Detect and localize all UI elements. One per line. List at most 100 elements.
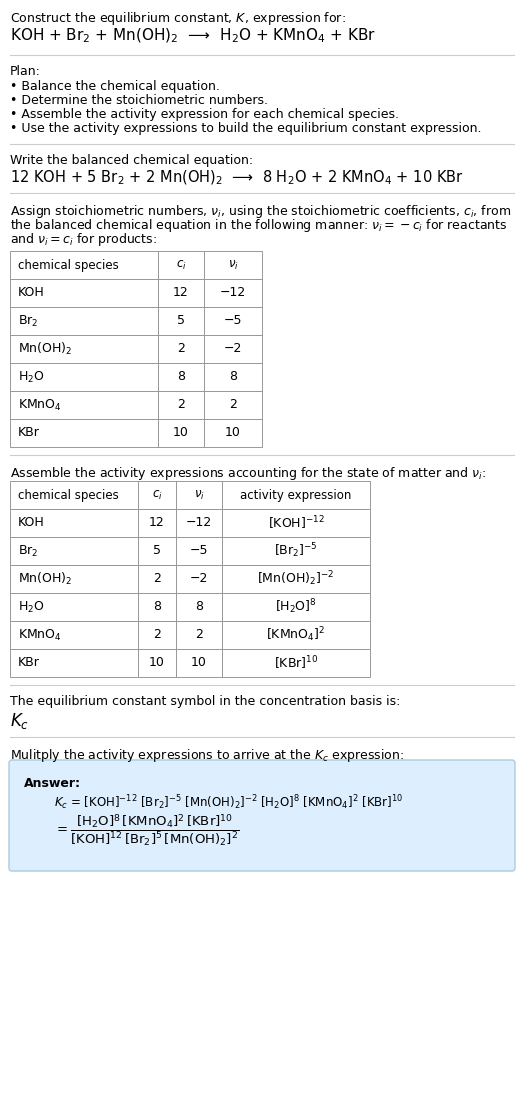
- Text: • Determine the stoichiometric numbers.: • Determine the stoichiometric numbers.: [10, 94, 268, 107]
- Bar: [10, 251, 158, 279]
- Text: activity expression: activity expression: [241, 489, 352, 502]
- Bar: [10, 335, 158, 363]
- Text: 8: 8: [177, 371, 185, 384]
- Text: 2: 2: [195, 629, 203, 642]
- Text: KMnO$_4$: KMnO$_4$: [18, 628, 62, 643]
- Text: Write the balanced chemical equation:: Write the balanced chemical equation:: [10, 154, 253, 167]
- Bar: [176, 565, 222, 593]
- Text: H$_2$O: H$_2$O: [18, 599, 45, 614]
- Bar: [138, 481, 176, 508]
- Bar: [138, 508, 176, 537]
- Text: $\nu_i$: $\nu_i$: [227, 258, 238, 271]
- Bar: [10, 307, 158, 335]
- Text: KBr: KBr: [18, 656, 40, 670]
- Bar: [158, 307, 204, 335]
- Bar: [158, 279, 204, 307]
- Bar: [204, 335, 262, 363]
- Text: [KMnO$_4$]$^2$: [KMnO$_4$]$^2$: [266, 625, 325, 644]
- Bar: [204, 390, 262, 419]
- Bar: [158, 251, 204, 279]
- Bar: [10, 508, 138, 537]
- Text: • Balance the chemical equation.: • Balance the chemical equation.: [10, 81, 220, 93]
- Text: Br$_2$: Br$_2$: [18, 313, 38, 329]
- Text: chemical species: chemical species: [18, 258, 119, 271]
- Text: 10: 10: [149, 656, 165, 670]
- Text: [H$_2$O]$^8$: [H$_2$O]$^8$: [275, 598, 317, 617]
- Text: −12: −12: [186, 516, 212, 529]
- Bar: [176, 537, 222, 565]
- Text: $K_c$: $K_c$: [10, 711, 29, 731]
- Text: −2: −2: [190, 572, 208, 586]
- Text: $K_c$ = [KOH]$^{-12}$ [Br$_2$]$^{-5}$ [Mn(OH)$_2$]$^{-2}$ [H$_2$O]$^8$ [KMnO$_4$: $K_c$ = [KOH]$^{-12}$ [Br$_2$]$^{-5}$ [M…: [54, 793, 403, 812]
- Bar: [222, 481, 370, 508]
- Bar: [138, 621, 176, 649]
- Text: [KBr]$^{10}$: [KBr]$^{10}$: [274, 654, 318, 672]
- Text: Assemble the activity expressions accounting for the state of matter and $\nu_i$: Assemble the activity expressions accoun…: [10, 465, 486, 482]
- Text: H$_2$O: H$_2$O: [18, 370, 45, 385]
- Text: 12: 12: [149, 516, 165, 529]
- Bar: [158, 335, 204, 363]
- Bar: [10, 537, 138, 565]
- Text: KBr: KBr: [18, 427, 40, 439]
- Text: −2: −2: [224, 343, 242, 355]
- Text: −5: −5: [190, 545, 208, 557]
- Bar: [222, 565, 370, 593]
- Text: 8: 8: [195, 600, 203, 613]
- Text: 2: 2: [153, 629, 161, 642]
- Bar: [222, 621, 370, 649]
- Bar: [222, 649, 370, 677]
- Text: $= \dfrac{[\mathrm{H_2O}]^8\,[\mathrm{KMnO_4}]^2\,[\mathrm{KBr}]^{10}}{[\mathrm{: $= \dfrac{[\mathrm{H_2O}]^8\,[\mathrm{KM…: [54, 813, 239, 849]
- Text: and $\nu_i = c_i$ for products:: and $\nu_i = c_i$ for products:: [10, 231, 157, 248]
- Bar: [138, 565, 176, 593]
- Text: Br$_2$: Br$_2$: [18, 544, 38, 558]
- Text: KMnO$_4$: KMnO$_4$: [18, 397, 62, 413]
- Bar: [222, 593, 370, 621]
- Bar: [10, 593, 138, 621]
- Text: −5: −5: [224, 314, 242, 328]
- Text: 2: 2: [177, 398, 185, 411]
- Bar: [10, 481, 138, 508]
- Text: Mulitply the activity expressions to arrive at the $K_c$ expression:: Mulitply the activity expressions to arr…: [10, 747, 405, 764]
- Bar: [204, 419, 262, 447]
- Bar: [138, 537, 176, 565]
- Bar: [10, 621, 138, 649]
- Text: 12 KOH + 5 Br$_2$ + 2 Mn(OH)$_2$  ⟶  8 H$_2$O + 2 KMnO$_4$ + 10 KBr: 12 KOH + 5 Br$_2$ + 2 Mn(OH)$_2$ ⟶ 8 H$_…: [10, 169, 464, 188]
- Text: $\nu_i$: $\nu_i$: [193, 489, 204, 502]
- Text: [KOH]$^{-12}$: [KOH]$^{-12}$: [268, 514, 324, 532]
- Text: Assign stoichiometric numbers, $\nu_i$, using the stoichiometric coefficients, $: Assign stoichiometric numbers, $\nu_i$, …: [10, 203, 511, 219]
- Text: KOH + Br$_2$ + Mn(OH)$_2$  ⟶  H$_2$O + KMnO$_4$ + KBr: KOH + Br$_2$ + Mn(OH)$_2$ ⟶ H$_2$O + KMn…: [10, 26, 376, 45]
- Bar: [10, 649, 138, 677]
- Text: [Br$_2$]$^{-5}$: [Br$_2$]$^{-5}$: [274, 542, 318, 560]
- Bar: [158, 363, 204, 390]
- Text: 2: 2: [229, 398, 237, 411]
- Text: Answer:: Answer:: [24, 777, 81, 790]
- Text: 10: 10: [225, 427, 241, 439]
- Text: 8: 8: [153, 600, 161, 613]
- Bar: [204, 279, 262, 307]
- Bar: [176, 649, 222, 677]
- Text: KOH: KOH: [18, 516, 45, 529]
- Bar: [176, 508, 222, 537]
- Bar: [204, 251, 262, 279]
- Bar: [176, 621, 222, 649]
- Bar: [10, 565, 138, 593]
- Text: 8: 8: [229, 371, 237, 384]
- Text: 2: 2: [153, 572, 161, 586]
- Text: the balanced chemical equation in the following manner: $\nu_i = -c_i$ for react: the balanced chemical equation in the fo…: [10, 217, 507, 234]
- Bar: [138, 593, 176, 621]
- Text: 2: 2: [177, 343, 185, 355]
- Text: The equilibrium constant symbol in the concentration basis is:: The equilibrium constant symbol in the c…: [10, 695, 400, 708]
- Bar: [158, 390, 204, 419]
- Text: Construct the equilibrium constant, $K$, expression for:: Construct the equilibrium constant, $K$,…: [10, 10, 346, 26]
- Bar: [176, 593, 222, 621]
- Bar: [222, 537, 370, 565]
- Bar: [176, 481, 222, 508]
- Bar: [10, 279, 158, 307]
- Bar: [204, 307, 262, 335]
- Text: Mn(OH)$_2$: Mn(OH)$_2$: [18, 571, 72, 587]
- Text: KOH: KOH: [18, 287, 45, 300]
- Text: • Use the activity expressions to build the equilibrium constant expression.: • Use the activity expressions to build …: [10, 122, 482, 135]
- FancyBboxPatch shape: [9, 760, 515, 871]
- Text: 5: 5: [177, 314, 185, 328]
- Bar: [10, 363, 158, 390]
